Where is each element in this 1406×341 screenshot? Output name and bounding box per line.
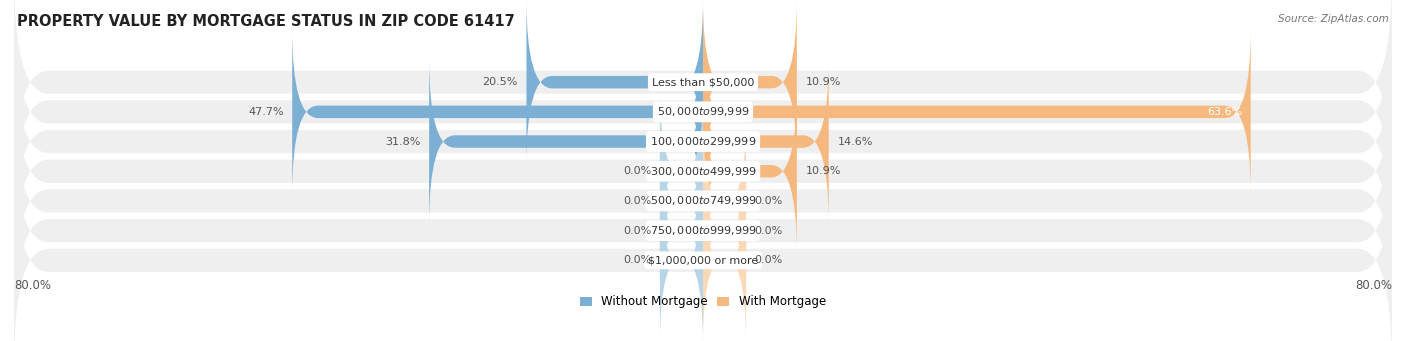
FancyBboxPatch shape (429, 59, 703, 224)
FancyBboxPatch shape (14, 5, 1392, 219)
FancyBboxPatch shape (703, 59, 828, 224)
Text: $300,000 to $499,999: $300,000 to $499,999 (650, 165, 756, 178)
FancyBboxPatch shape (703, 148, 747, 313)
Text: $1,000,000 or more: $1,000,000 or more (648, 255, 758, 265)
Text: 0.0%: 0.0% (623, 166, 651, 176)
Text: 63.6%: 63.6% (1206, 107, 1241, 117)
Text: 47.7%: 47.7% (247, 107, 284, 117)
Text: $500,000 to $749,999: $500,000 to $749,999 (650, 194, 756, 207)
Text: $750,000 to $999,999: $750,000 to $999,999 (650, 224, 756, 237)
Legend: Without Mortgage, With Mortgage: Without Mortgage, With Mortgage (575, 291, 831, 313)
Text: 80.0%: 80.0% (1355, 279, 1392, 292)
Text: 20.5%: 20.5% (482, 77, 517, 87)
FancyBboxPatch shape (14, 64, 1392, 279)
Text: $100,000 to $299,999: $100,000 to $299,999 (650, 135, 756, 148)
Text: 0.0%: 0.0% (755, 196, 783, 206)
FancyBboxPatch shape (526, 0, 703, 165)
Text: Less than $50,000: Less than $50,000 (652, 77, 754, 87)
Text: 0.0%: 0.0% (755, 255, 783, 265)
Text: 10.9%: 10.9% (806, 77, 841, 87)
FancyBboxPatch shape (659, 148, 703, 313)
FancyBboxPatch shape (659, 88, 703, 254)
FancyBboxPatch shape (703, 88, 797, 254)
Text: 80.0%: 80.0% (14, 279, 51, 292)
Text: 10.9%: 10.9% (806, 166, 841, 176)
FancyBboxPatch shape (14, 0, 1392, 189)
FancyBboxPatch shape (703, 177, 747, 341)
Text: 0.0%: 0.0% (623, 255, 651, 265)
Text: 31.8%: 31.8% (385, 136, 420, 147)
FancyBboxPatch shape (292, 29, 703, 195)
FancyBboxPatch shape (14, 94, 1392, 308)
Text: PROPERTY VALUE BY MORTGAGE STATUS IN ZIP CODE 61417: PROPERTY VALUE BY MORTGAGE STATUS IN ZIP… (17, 14, 515, 29)
Text: 0.0%: 0.0% (623, 226, 651, 236)
Text: 14.6%: 14.6% (838, 136, 873, 147)
FancyBboxPatch shape (14, 153, 1392, 341)
Text: 0.0%: 0.0% (623, 196, 651, 206)
FancyBboxPatch shape (703, 29, 1251, 195)
Text: 0.0%: 0.0% (755, 226, 783, 236)
FancyBboxPatch shape (659, 118, 703, 284)
FancyBboxPatch shape (703, 118, 747, 284)
FancyBboxPatch shape (703, 0, 797, 165)
FancyBboxPatch shape (14, 34, 1392, 249)
Text: Source: ZipAtlas.com: Source: ZipAtlas.com (1278, 14, 1389, 24)
FancyBboxPatch shape (14, 123, 1392, 338)
FancyBboxPatch shape (659, 177, 703, 341)
Text: $50,000 to $99,999: $50,000 to $99,999 (657, 105, 749, 118)
